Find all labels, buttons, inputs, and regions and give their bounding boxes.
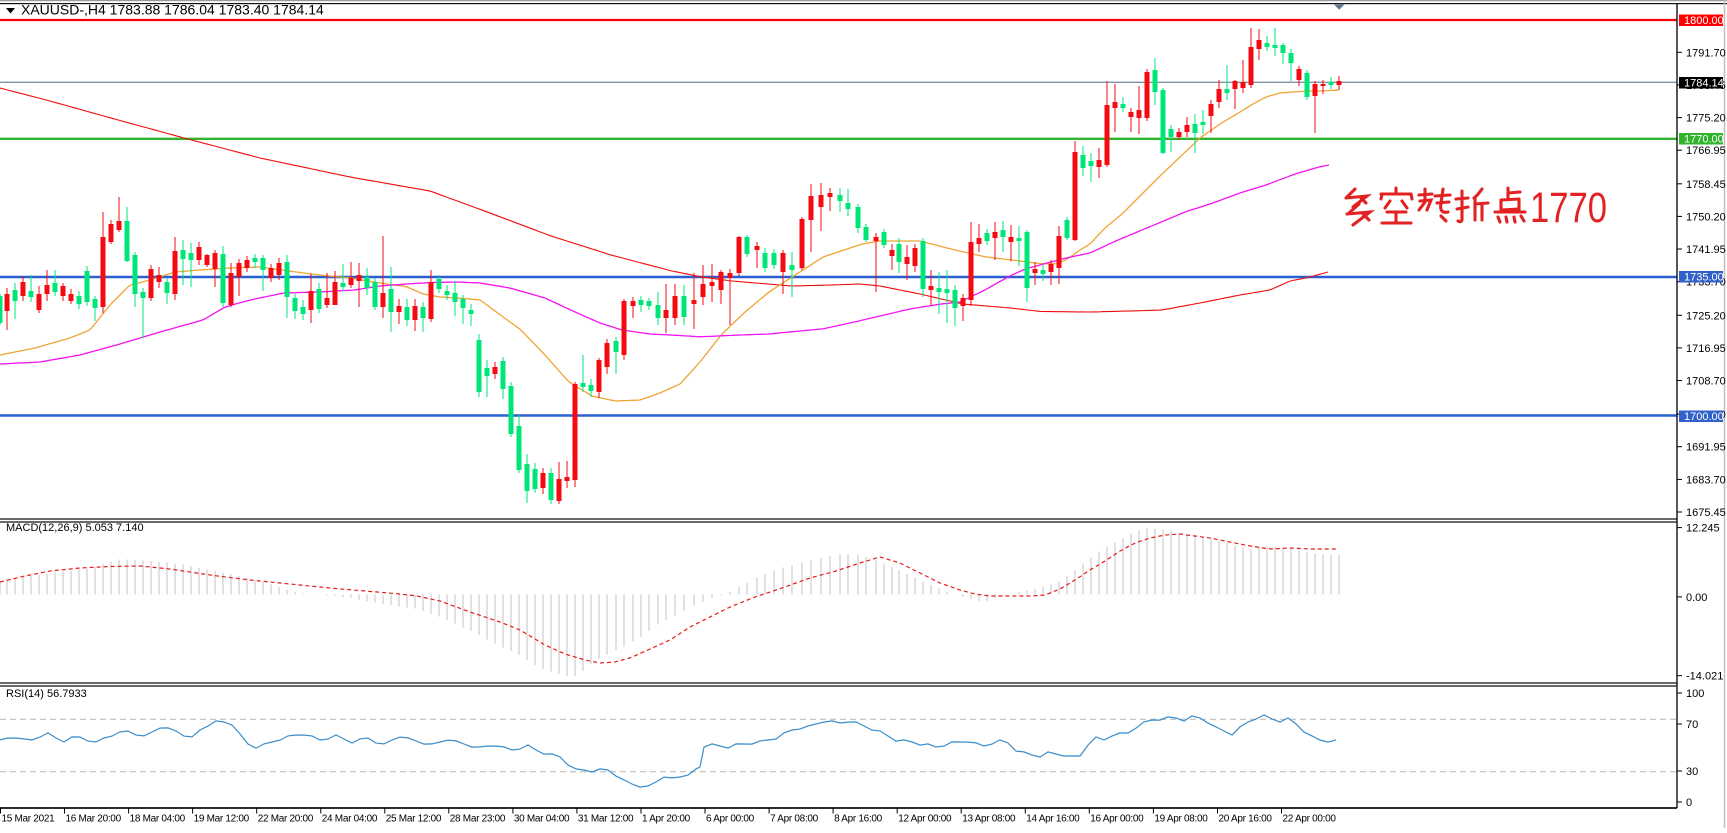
svg-text:19 Apr 08:00: 19 Apr 08:00 — [1154, 814, 1208, 825]
svg-text:1770.00: 1770.00 — [1684, 134, 1724, 146]
svg-text:1784.14: 1784.14 — [1684, 78, 1724, 90]
svg-text:1766.95: 1766.95 — [1686, 145, 1726, 157]
svg-text:14 Apr 16:00: 14 Apr 16:00 — [1026, 814, 1080, 825]
svg-text:1741.95: 1741.95 — [1686, 244, 1726, 256]
svg-text:70: 70 — [1686, 719, 1698, 731]
svg-text:1800.00: 1800.00 — [1684, 15, 1724, 27]
svg-text:1683.70: 1683.70 — [1686, 474, 1726, 486]
svg-text:100: 100 — [1686, 688, 1704, 700]
svg-text:MACD(12,26,9) 5.053 7.140: MACD(12,26,9) 5.053 7.140 — [6, 522, 144, 534]
svg-text:12 Apr 00:00: 12 Apr 00:00 — [898, 814, 952, 825]
svg-text:8 Apr 16:00: 8 Apr 16:00 — [834, 814, 883, 825]
svg-text:22 Apr 00:00: 22 Apr 00:00 — [1283, 814, 1337, 825]
svg-text:1700.00: 1700.00 — [1684, 411, 1724, 423]
svg-text:RSI(14) 56.7933: RSI(14) 56.7933 — [6, 688, 87, 700]
svg-text:20 Apr 16:00: 20 Apr 16:00 — [1219, 814, 1273, 825]
svg-text:15 Mar 2021: 15 Mar 2021 — [2, 814, 56, 825]
svg-text:1675.45: 1675.45 — [1686, 507, 1726, 519]
svg-text:25 Mar 12:00: 25 Mar 12:00 — [386, 814, 442, 825]
svg-text:24 Mar 04:00: 24 Mar 04:00 — [322, 814, 378, 825]
svg-text:0: 0 — [1686, 797, 1692, 809]
svg-text:1791.70: 1791.70 — [1686, 47, 1726, 59]
svg-text:0.00: 0.00 — [1686, 592, 1707, 604]
svg-text:7 Apr 08:00: 7 Apr 08:00 — [770, 814, 819, 825]
svg-text:-14.021: -14.021 — [1686, 671, 1723, 683]
svg-text:16 Mar 20:00: 16 Mar 20:00 — [66, 814, 122, 825]
svg-text:18 Mar 04:00: 18 Mar 04:00 — [130, 814, 186, 825]
svg-text:28 Mar 23:00: 28 Mar 23:00 — [450, 814, 506, 825]
svg-text:31 Mar 12:00: 31 Mar 12:00 — [578, 814, 634, 825]
svg-text:1708.70: 1708.70 — [1686, 376, 1726, 388]
svg-text:1716.95: 1716.95 — [1686, 343, 1726, 355]
svg-text:1691.95: 1691.95 — [1686, 442, 1726, 454]
svg-text:1750.20: 1750.20 — [1686, 211, 1726, 223]
svg-text:1 Apr 20:00: 1 Apr 20:00 — [642, 814, 691, 825]
svg-text:1775.20: 1775.20 — [1686, 113, 1726, 125]
svg-text:1770: 1770 — [1530, 184, 1607, 232]
svg-text:1725.20: 1725.20 — [1686, 310, 1726, 322]
svg-text:30: 30 — [1686, 766, 1698, 778]
svg-text:13 Apr 08:00: 13 Apr 08:00 — [962, 814, 1016, 825]
svg-text:16 Apr 00:00: 16 Apr 00:00 — [1090, 814, 1144, 825]
svg-text:12.245: 12.245 — [1686, 523, 1720, 535]
svg-text:6 Apr 00:00: 6 Apr 00:00 — [706, 814, 755, 825]
svg-text:1735.00: 1735.00 — [1684, 272, 1724, 284]
svg-text:XAUUSD-,H4 1783.88 1786.04 17: XAUUSD-,H4 1783.88 1786.04 1783.40 1784.… — [21, 2, 324, 18]
svg-text:22 Mar 20:00: 22 Mar 20:00 — [258, 814, 314, 825]
svg-text:1758.45: 1758.45 — [1686, 179, 1726, 191]
svg-text:30 Mar 04:00: 30 Mar 04:00 — [514, 814, 570, 825]
svg-text:19 Mar 12:00: 19 Mar 12:00 — [194, 814, 250, 825]
